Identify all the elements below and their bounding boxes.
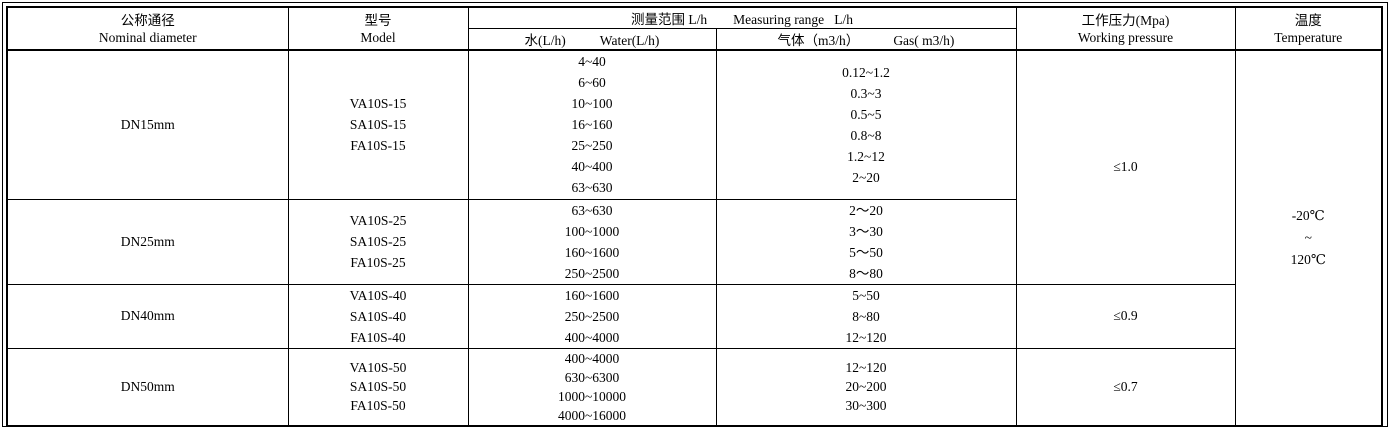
header-water-cn: 水(L/h): [524, 33, 566, 48]
header-nominal-diameter-cn: 公称通径: [120, 12, 175, 28]
cell-gas-ranges: 5~50 8~80 12~120: [715, 283, 1017, 349]
header-temperature-en: Temperature: [1274, 29, 1343, 45]
table-row-dn50: DN50mm VA10S-50 SA10S-50 FA10S-50 400~4000…: [6, 347, 1382, 427]
header-temperature: 温度 Temperature: [1234, 6, 1383, 51]
header-working-pressure: 工作压力(Mpa) Working pressure: [1015, 6, 1236, 51]
cell-diameter: DN40mm: [6, 283, 289, 349]
header-model: 型号 Model: [287, 6, 469, 51]
table-row-dn25: DN25mm VA10S-25 SA10S-25 FA10S-25 63~630 10…: [6, 198, 1382, 285]
cell-models: VA10S-40 SA10S-40 FA10S-40: [287, 283, 469, 349]
header-gas: 气体（m3/h） Gas( m3/h): [715, 28, 1017, 51]
cell-water-ranges: 4~40 6~60 10~100 16~160 25~250 40~400 63~630: [467, 49, 717, 200]
cell-gas-ranges: 12~120 20~200 30~300: [715, 347, 1017, 427]
cell-water-ranges: 400~4000 630~6300 1000~10000 4000~16000: [467, 347, 717, 427]
cell-models: VA10S-15 SA10S-15 FA10S-15: [287, 49, 469, 200]
cell-diameter: DN15mm: [6, 49, 289, 200]
header-water: 水(L/h) Water(L/h): [467, 28, 717, 51]
table-row-dn40: DN40mm VA10S-40 SA10S-40 FA10S-40 160~1600…: [6, 283, 1382, 349]
header-model-en: Model: [360, 29, 396, 45]
header-nominal-diameter: 公称通径 Nominal diameter: [6, 6, 289, 51]
table-row-dn15: DN15mm VA10S-15 SA10S-15 FA10S-15 4~40 6~60…: [6, 49, 1383, 427]
header-water-en: Water(L/h): [599, 33, 660, 48]
cell-diameter: DN25mm: [6, 198, 289, 285]
cell-models: VA10S-50 SA10S-50 FA10S-50: [287, 347, 469, 427]
header-row-1: 公称通径 Nominal diameter 型号 Model 测量范围 L/h M…: [6, 6, 1383, 51]
cell-diameter: DN50mm: [6, 347, 289, 427]
cell-water-ranges: 63~630 100~1000 160~1600 250~2500: [467, 198, 717, 285]
header-working-pressure-en: Working pressure: [1077, 29, 1174, 45]
header-gas-en: Gas( m3/h): [893, 33, 955, 48]
header-measuring-range: 测量范围 L/h Measuring range L/h: [467, 6, 1017, 29]
header-measuring-range-en: Measuring range L/h: [733, 12, 854, 27]
cell-models: VA10S-25 SA10S-25 FA10S-25: [287, 198, 469, 285]
header-gas-cn: 气体（m3/h）: [777, 33, 860, 48]
header-measuring-range-cn: 测量范围 L/h: [630, 12, 708, 27]
header-working-pressure-cn: 工作压力(Mpa): [1081, 12, 1170, 28]
cell-temperature: -20℃ ~120℃: [1234, 49, 1383, 427]
flow-meter-spec-table: 公称通径 Nominal diameter 型号 Model 测量范围 L/h M…: [6, 6, 1383, 427]
header-nominal-diameter-en: Nominal diameter: [98, 29, 197, 45]
cell-gas-ranges: 2～20 3～30 5～50 8～80: [715, 198, 1017, 285]
header-temperature-cn: 温度: [1294, 12, 1322, 28]
cell-working-pressure: ≤0.9: [1015, 283, 1236, 349]
cell-working-pressure: ≤1.0: [1015, 49, 1236, 285]
header-row-2: 水(L/h) Water(L/h) 气体（m3/h） Gas( m3/h): [7, 28, 1382, 51]
cell-working-pressure: ≤0.7: [1015, 347, 1236, 427]
cell-gas-ranges: 0.12~1.2 0.3~3 0.5~5 0.8~8 1.2~12 2~20: [715, 49, 1017, 200]
cell-water-ranges: 160~1600 250~2500 400~4000: [467, 283, 717, 349]
header-model-cn: 型号: [364, 12, 392, 28]
